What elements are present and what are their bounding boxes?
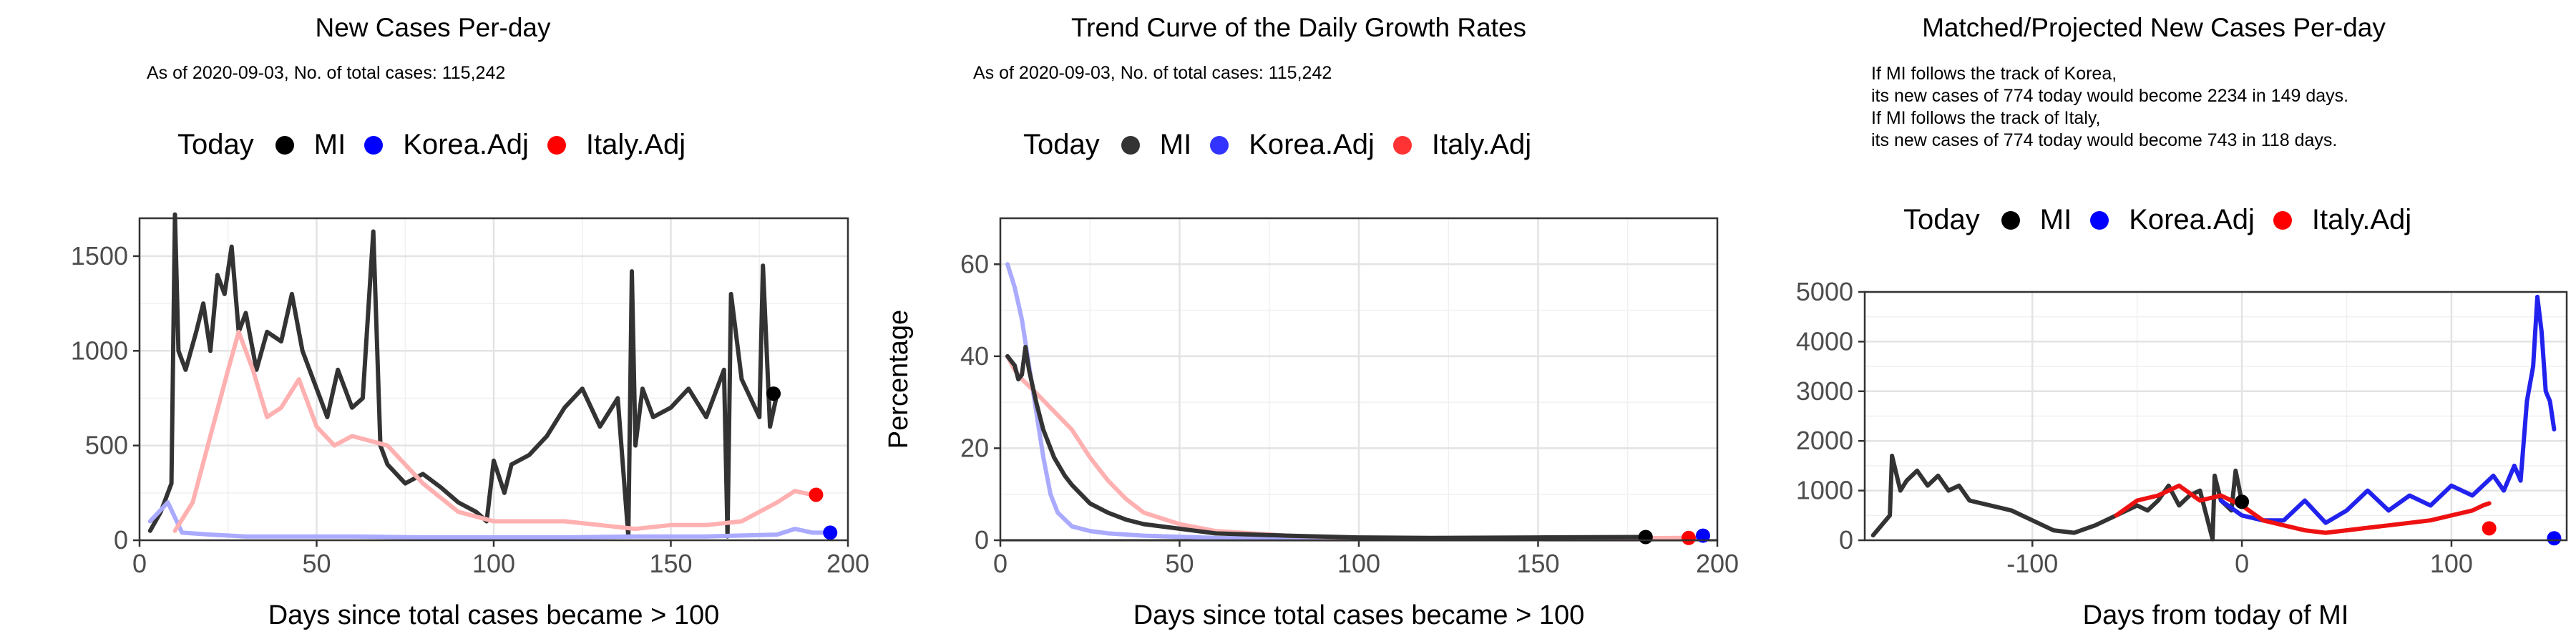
series-line-italy-adj — [172, 329, 815, 533]
legend-item-italy: Italy.Adj — [2273, 204, 2411, 236]
today-point-korea-adj — [823, 525, 838, 540]
legend-item-korea: Korea.Adj — [2090, 204, 2255, 236]
chart-legend: Today MI Korea.Adj Italy.Adj — [1903, 204, 2430, 236]
x-tick-label: 0 — [2235, 549, 2249, 578]
legend-item-korea: Korea.Adj — [364, 129, 529, 161]
y-tick-label: 2000 — [1796, 426, 1853, 455]
legend-marker-korea — [2090, 210, 2109, 230]
chart-legend: Today MI Korea.Adj Italy.Adj — [1023, 129, 1550, 161]
legend-title: Today — [1023, 129, 1100, 160]
x-tick-label: 100 — [472, 549, 515, 578]
y-tick-label: 1000 — [1796, 476, 1853, 505]
legend-label-mi: MI — [313, 129, 346, 160]
legend-title: Today — [177, 129, 254, 160]
legend-item-mi: MI — [275, 129, 346, 161]
chart-title: Matched/Projected New Cases Per-day — [1922, 13, 2386, 42]
legend-marker-italy — [2273, 210, 2292, 230]
series-line-mi — [1005, 345, 1648, 540]
series-line-mi — [147, 212, 779, 539]
legend-marker-mi — [2001, 210, 2020, 230]
x-axis-label: Days from today of MI — [2083, 600, 2349, 630]
x-tick-label: 50 — [302, 549, 331, 578]
x-tick-label: 200 — [826, 549, 869, 578]
plot-border — [1863, 291, 2568, 542]
x-tick-label: 0 — [993, 549, 1008, 578]
chart-subtitle: As of 2020-09-03, No. of total cases: 11… — [147, 63, 506, 83]
chart-annotation: If MI follows the track of Korea, its ne… — [1871, 63, 2348, 152]
legend-marker-italy — [547, 135, 566, 155]
legend-marker-mi — [1121, 135, 1140, 155]
y-tick-label: 1500 — [71, 241, 128, 270]
legend-item-italy: Italy.Adj — [547, 129, 686, 161]
x-tick-label: 200 — [1696, 549, 1739, 578]
chart-panel-new-cases: New Cases Per-day As of 2020-09-03, No. … — [0, 0, 869, 644]
chart-subtitle: As of 2020-09-03, No. of total cases: 11… — [973, 63, 1332, 83]
chart-plot-new-cases: 0 50 100 150 200 0 500 1000 1500 Days since total… — [71, 212, 869, 630]
y-tick-label: 60 — [960, 249, 989, 278]
legend-label-korea: Korea.Adj — [1249, 129, 1375, 160]
legend-title: Today — [1903, 204, 1980, 235]
annotation-line: its new cases of 774 today would become … — [1871, 86, 2349, 106]
x-tick-label: 50 — [1165, 549, 1194, 578]
y-tick-label: 0 — [114, 525, 128, 555]
legend-label-mi: MI — [1159, 129, 1192, 160]
today-point-mi — [2235, 494, 2250, 509]
legend-label-italy: Italy.Adj — [1431, 129, 1532, 160]
x-tick-label: 100 — [1337, 549, 1380, 578]
legend-item-korea: Korea.Adj — [1210, 129, 1375, 161]
legend-label-korea: Korea.Adj — [403, 129, 529, 160]
y-tick-label: 1000 — [71, 336, 128, 365]
x-axis-label: Days since total cases became > 100 — [1133, 600, 1585, 630]
y-tick-label: 40 — [960, 341, 989, 371]
x-tick-label: -100 — [2006, 549, 2058, 578]
y-tick-label: 0 — [1839, 525, 1853, 555]
series-line-korea-adj — [2218, 294, 2557, 525]
today-point-korea-adj — [1695, 528, 1710, 543]
x-tick-label: 0 — [132, 549, 147, 578]
chart-plot-growth-rates: 0 50 100 150 200 0 20 40 60 Days since total case… — [884, 217, 1739, 630]
legend-label-korea: Korea.Adj — [2129, 204, 2255, 235]
today-point-mi — [1638, 530, 1653, 545]
x-tick-label: 150 — [649, 549, 692, 578]
legend-item-italy: Italy.Adj — [1392, 129, 1532, 161]
y-tick-label: 0 — [975, 525, 989, 555]
legend-item-mi: MI — [1121, 129, 1191, 161]
series-line-korea-adj — [1005, 262, 1705, 542]
chart-title: New Cases Per-day — [315, 13, 551, 42]
y-tick-label: 5000 — [1796, 277, 1853, 306]
series-line-korea-adj — [147, 500, 833, 540]
legend-marker-mi — [275, 135, 294, 155]
y-tick-label: 3000 — [1796, 376, 1853, 406]
annotation-line: If MI follows the track of Italy, — [1871, 108, 2101, 128]
y-tick-label: 4000 — [1796, 326, 1853, 356]
today-point-italy-adj — [2482, 521, 2497, 536]
legend-item-mi: MI — [2001, 204, 2072, 236]
chart-title: Trend Curve of the Daily Growth Rates — [1070, 13, 1527, 42]
legend-marker-korea — [364, 135, 384, 155]
legend-label-italy: Italy.Adj — [2311, 204, 2412, 235]
x-tick-label: 150 — [1516, 549, 1559, 578]
legend-marker-italy — [1392, 135, 1412, 155]
y-tick-label: 500 — [85, 431, 128, 460]
chart-panel-projected: Matched/Projected New Cases Per-day If M… — [1732, 0, 2576, 644]
annotation-line: If MI follows the track of Korea, — [1871, 64, 2117, 84]
legend-label-italy: Italy.Adj — [585, 129, 686, 160]
today-point-mi — [766, 386, 781, 401]
x-axis-label: Days since total cases became > 100 — [268, 600, 720, 630]
today-point-italy-adj — [1681, 530, 1696, 545]
today-point-korea-adj — [2547, 531, 2562, 546]
legend-label-mi: MI — [2039, 204, 2072, 235]
series-line-italy-adj — [2114, 483, 2492, 535]
chart-legend: Today MI Korea.Adj Italy.Adj — [177, 129, 704, 161]
series-line-mi — [1870, 454, 2245, 542]
annotation-line: its new cases of 774 today would become … — [1871, 130, 2338, 150]
y-tick-label: 20 — [960, 433, 989, 462]
today-point-italy-adj — [809, 487, 824, 502]
chart-panel-growth-rates: Trend Curve of the Daily Growth Rates As… — [866, 0, 1739, 644]
x-tick-label: 100 — [2430, 549, 2473, 578]
y-axis-label: Percentage — [884, 310, 914, 449]
legend-marker-korea — [1210, 135, 1229, 155]
